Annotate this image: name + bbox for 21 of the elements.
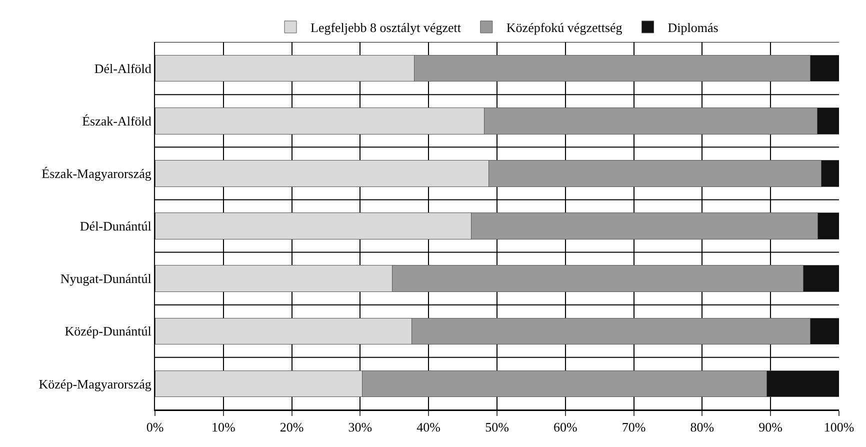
x-tick-label: 70% xyxy=(622,420,646,435)
x-tick-label: 60% xyxy=(553,420,578,435)
x-tick-label: 90% xyxy=(758,420,783,435)
y-tick-label: Észak-Alföld xyxy=(82,113,152,128)
y-tick-label: Dél-Dunántúl xyxy=(80,218,152,234)
x-tick-label: 10% xyxy=(211,420,236,435)
legend-label: Diplomás xyxy=(668,20,718,36)
x-tick-label: 0% xyxy=(146,420,164,435)
x-tick-label: 30% xyxy=(348,420,372,435)
x-tick-label: 80% xyxy=(690,420,714,435)
x-tick-label: 100% xyxy=(824,420,854,435)
x-tick-label: 50% xyxy=(485,420,510,435)
x-tick-label: 20% xyxy=(280,420,304,435)
y-tick-label: Közép-Dunántúl xyxy=(64,324,152,339)
y-tick-label: Nyugat-Dunántúl xyxy=(60,271,152,286)
y-tick-label: Közép-Magyarország xyxy=(38,376,152,392)
legend-label: Legfeljebb 8 osztályt végzett xyxy=(310,20,462,36)
x-tick-label: 40% xyxy=(416,420,441,435)
legend-label: Középfokú végzettség xyxy=(506,20,623,36)
y-tick-label: Észak-Magyarország xyxy=(42,166,152,181)
y-tick-label: Dél-Alföld xyxy=(94,60,152,76)
